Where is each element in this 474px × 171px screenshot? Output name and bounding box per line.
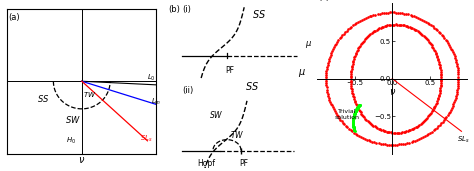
Text: $SS$: $SS$ xyxy=(37,93,49,104)
Text: $TW$: $TW$ xyxy=(230,129,244,140)
Text: $L_0$: $L_0$ xyxy=(147,73,156,83)
Text: (b): (b) xyxy=(168,5,180,14)
Text: $H_0$: $H_0$ xyxy=(65,136,76,146)
Text: $TW$: $TW$ xyxy=(82,90,96,99)
Text: $SW$: $SW$ xyxy=(209,109,223,120)
Text: Trivial
solution: Trivial solution xyxy=(335,109,360,120)
Text: $SS$: $SS$ xyxy=(252,8,266,20)
Text: PF: PF xyxy=(225,66,234,75)
Text: Hopf: Hopf xyxy=(197,159,215,168)
Text: PF: PF xyxy=(239,159,248,168)
Text: $SL_s$: $SL_s$ xyxy=(140,134,153,144)
X-axis label: $\nu$: $\nu$ xyxy=(78,155,85,165)
X-axis label: $\nu$: $\nu$ xyxy=(389,87,396,97)
Text: (a): (a) xyxy=(9,13,20,22)
Text: (c): (c) xyxy=(319,0,329,2)
Text: $SW$: $SW$ xyxy=(65,114,81,125)
Text: $SL_s$: $SL_s$ xyxy=(456,134,469,144)
Text: (i): (i) xyxy=(182,5,191,14)
Text: $\mu$: $\mu$ xyxy=(305,39,312,50)
Text: $L_m$: $L_m$ xyxy=(151,96,162,107)
Text: $SS$: $SS$ xyxy=(245,80,259,92)
Y-axis label: $\mu$: $\mu$ xyxy=(298,67,306,79)
Text: (ii): (ii) xyxy=(182,86,193,95)
